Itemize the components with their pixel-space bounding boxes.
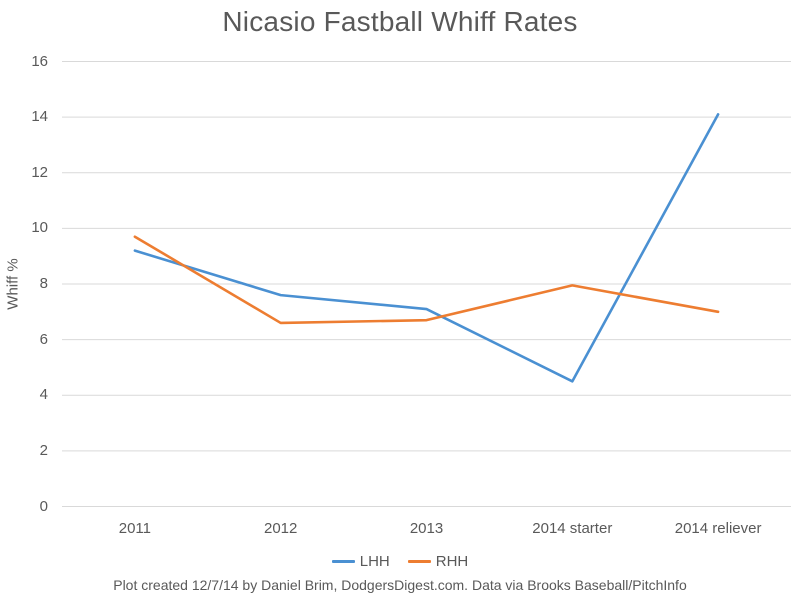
- y-tick-label: 2: [39, 441, 48, 459]
- y-tick-label: 8: [39, 275, 48, 292]
- x-tick-label: 2012: [264, 520, 298, 537]
- y-tick-label: 14: [31, 108, 48, 126]
- y-tick-label: 6: [39, 330, 48, 348]
- series-line-lhh: [133, 113, 720, 383]
- legend-line-swatch: [407, 560, 431, 563]
- legend-label: LHH: [359, 553, 390, 570]
- y-tick-label: 0: [39, 497, 48, 515]
- y-tick-label: 4: [39, 386, 48, 404]
- y-tick-label: 16: [31, 52, 48, 70]
- y-tick-label: 12: [31, 163, 48, 181]
- series-line-rhh: [133, 235, 720, 325]
- legend-item-lhh: LHH: [331, 553, 390, 570]
- legend: LHH RHH: [0, 553, 800, 570]
- legend-line-swatch: [331, 560, 355, 563]
- x-tick-label: 2011: [118, 520, 152, 537]
- chart-title: Nicasio Fastball Whiff Rates: [222, 6, 578, 37]
- footer-caption: Plot created 12/7/14 by Daniel Brim, Dod…: [113, 577, 687, 593]
- x-tick-label: 2013: [409, 520, 444, 537]
- legend-item-rhh: RHH: [407, 553, 469, 570]
- y-tick-label: 10: [31, 219, 48, 237]
- x-tick-label: 2014 starter: [532, 520, 613, 537]
- legend-label: RHH: [435, 553, 469, 570]
- x-tick-label: 2014 reliever: [674, 520, 762, 537]
